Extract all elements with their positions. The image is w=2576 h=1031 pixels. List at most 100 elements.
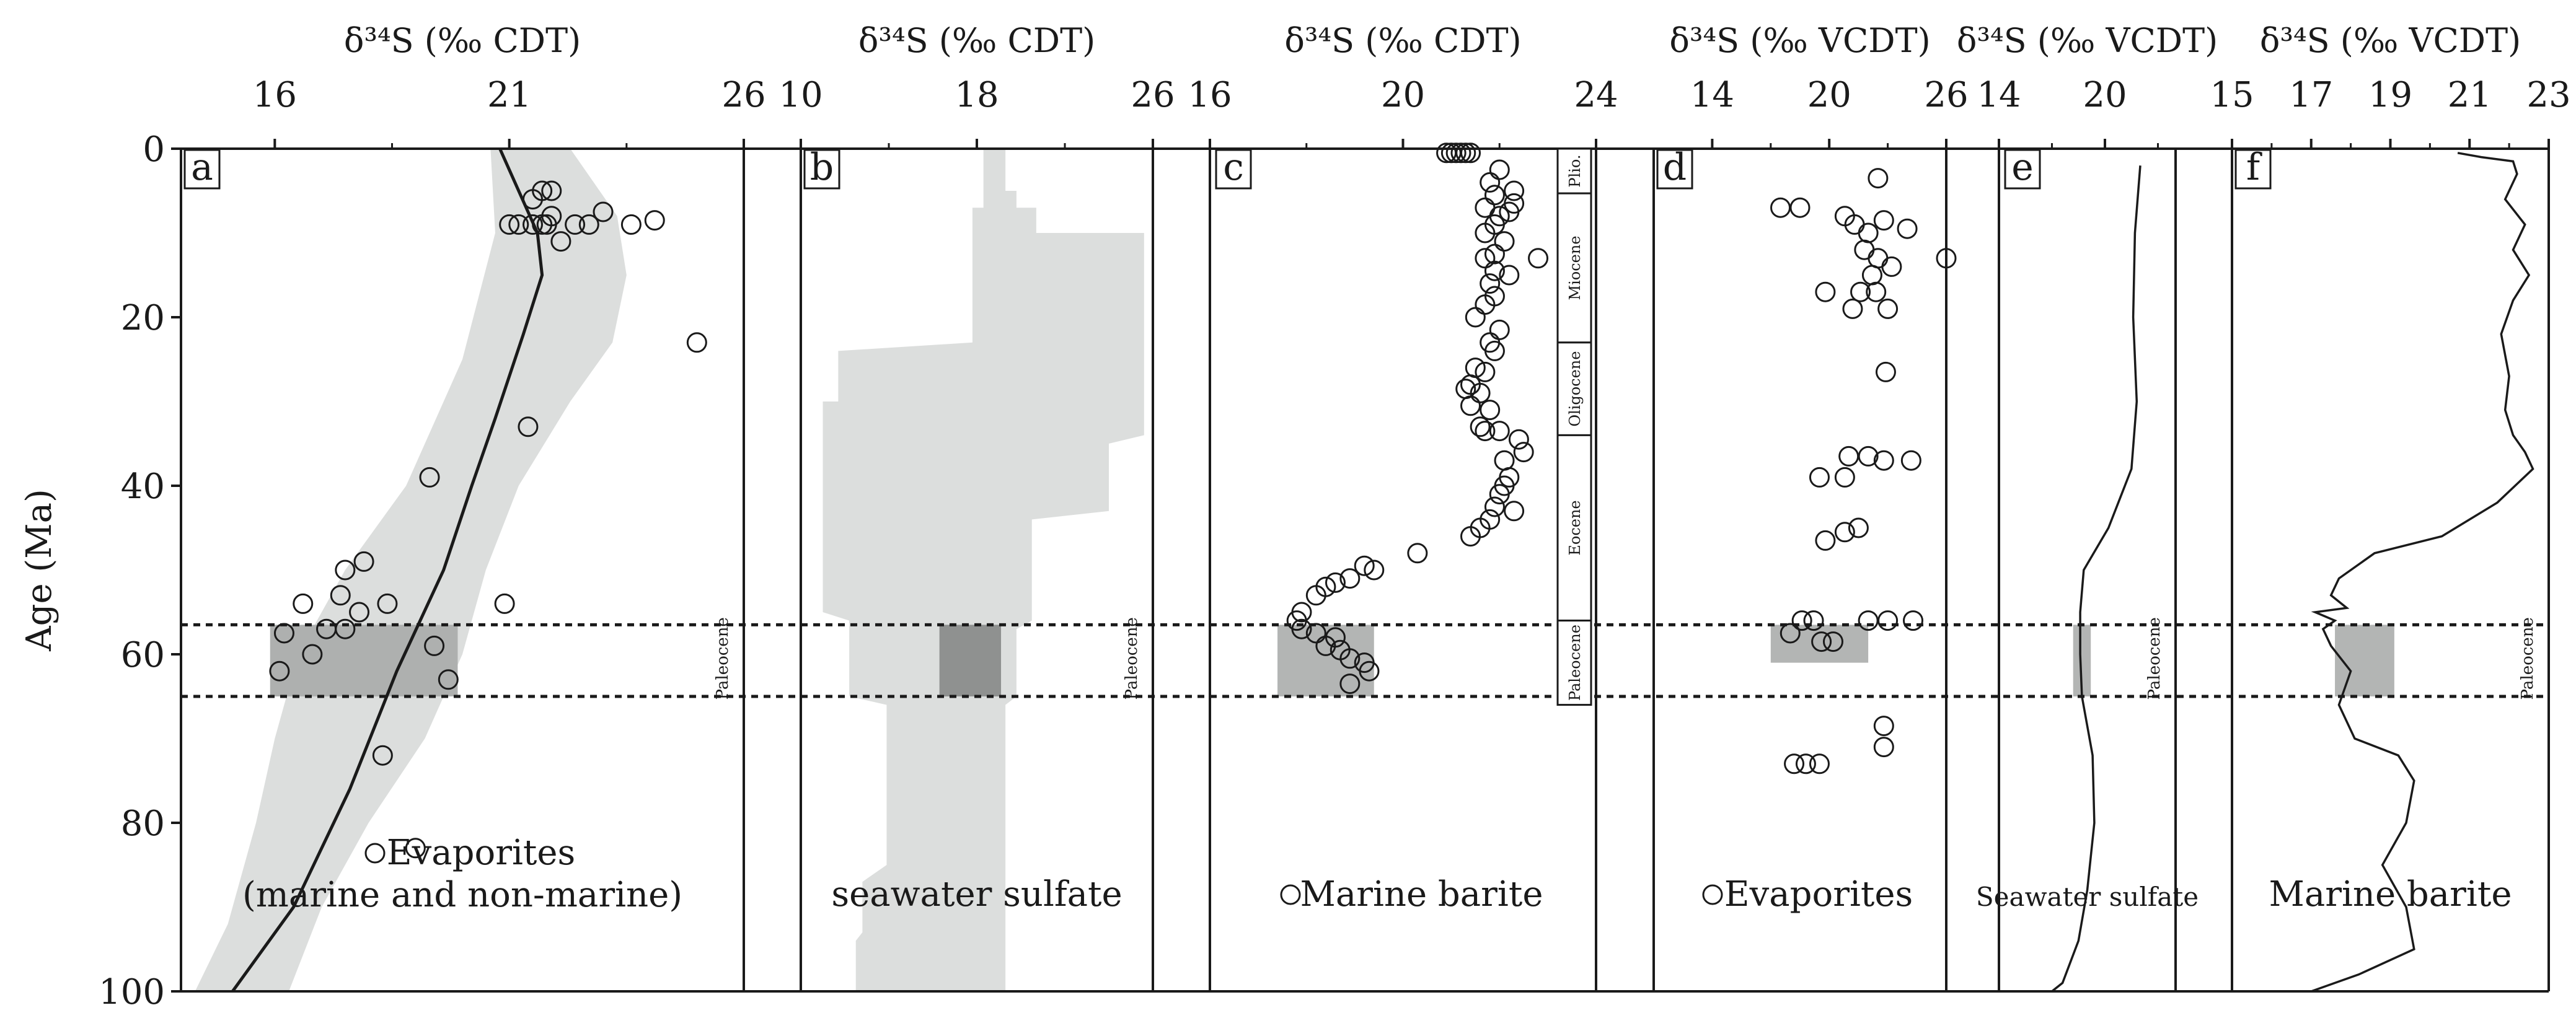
data-point xyxy=(1850,281,1871,302)
data-point xyxy=(1450,143,1471,164)
data-point xyxy=(1460,143,1481,164)
data-point xyxy=(1339,673,1361,695)
data-point xyxy=(1877,298,1899,319)
data-point xyxy=(1809,467,1830,488)
data-point xyxy=(578,214,599,235)
data-point xyxy=(335,618,356,639)
caption-marker-icon xyxy=(1702,884,1723,905)
data-point xyxy=(1834,522,1855,543)
data-point xyxy=(518,416,539,437)
figure-root: 0 20 40 60 80 100 16 21 26 δ³⁴S (‰ CDT) a Evaporite… xyxy=(99,21,2571,1012)
x-tick-label: 21 xyxy=(487,75,531,115)
data-point xyxy=(1499,265,1520,286)
data-point xyxy=(494,593,515,614)
data-point xyxy=(1873,450,1894,471)
epoch-label: Miocene xyxy=(1566,235,1584,300)
panel-header: δ³⁴S (‰ VCDT) xyxy=(2260,21,2521,60)
data-point xyxy=(550,231,571,252)
series-line xyxy=(2311,152,2534,993)
data-point xyxy=(1504,501,1525,522)
epoch-label: Plio. xyxy=(1566,154,1584,187)
data-point xyxy=(1897,218,1918,239)
data-point xyxy=(1834,467,1855,488)
x-tick-label: 21 xyxy=(2448,75,2492,115)
data-point xyxy=(1875,361,1896,382)
data-point xyxy=(1900,450,1921,471)
data-point xyxy=(372,745,393,766)
side-label-paleocene: Paleocene xyxy=(713,617,732,700)
data-point xyxy=(1861,265,1882,286)
data-point xyxy=(1484,340,1505,361)
panel-letter: d xyxy=(1663,146,1687,189)
x-tick-label: 16 xyxy=(253,75,297,115)
epoch-label: Oligocene xyxy=(1566,351,1584,427)
data-point xyxy=(1858,222,1879,243)
panel-caption: Marine barite xyxy=(1300,874,1543,915)
data-point xyxy=(419,467,440,488)
data-point xyxy=(1475,361,1496,382)
highlight-box xyxy=(270,625,458,696)
highlight-box xyxy=(1770,625,1869,663)
panel-letter: a xyxy=(191,146,213,189)
data-point xyxy=(1809,753,1830,774)
x-tick-label: 16 xyxy=(1188,75,1232,115)
data-point xyxy=(330,585,351,606)
x-tick-label: 18 xyxy=(955,75,999,115)
epoch-label: Eocene xyxy=(1566,500,1584,555)
data-point xyxy=(1484,243,1505,265)
data-point xyxy=(349,602,370,623)
data-point xyxy=(1784,753,1805,774)
highlight-layer xyxy=(270,625,2394,696)
side-label-paleocene: Paleocene xyxy=(1123,617,1141,700)
data-point xyxy=(1489,159,1510,180)
data-point xyxy=(1460,395,1481,416)
x-tick-label: 17 xyxy=(2289,75,2333,115)
data-point xyxy=(1789,197,1811,218)
data-point xyxy=(1339,648,1361,669)
data-point xyxy=(1475,222,1496,243)
fill-layer xyxy=(195,149,1144,991)
data-point xyxy=(1291,618,1312,639)
data-point xyxy=(1866,281,1887,302)
epoch-box xyxy=(1556,620,1592,706)
epoch-box xyxy=(1556,147,1592,195)
panel-caption: Seawater sulfate xyxy=(1976,882,2199,912)
panel-header: δ³⁴S (‰ CDT) xyxy=(1284,21,1521,60)
data-point xyxy=(1868,168,1889,189)
data-point xyxy=(424,635,445,656)
y-tick-label: 80 xyxy=(121,804,165,844)
data-point xyxy=(1903,610,1924,631)
x-tick-label: 26 xyxy=(1131,75,1175,115)
data-point xyxy=(269,660,290,682)
data-point xyxy=(541,180,562,201)
epoch-box xyxy=(1556,341,1592,436)
data-point xyxy=(1475,421,1496,442)
epoch-box xyxy=(1556,192,1592,344)
data-point xyxy=(1445,143,1467,164)
data-point xyxy=(1842,298,1863,319)
data-point xyxy=(1460,526,1481,547)
panel-header: δ³⁴S (‰ CDT) xyxy=(344,21,581,60)
data-point xyxy=(1489,421,1510,442)
data-point xyxy=(1354,555,1375,576)
data-point xyxy=(377,593,398,614)
data-point xyxy=(644,210,665,231)
panel-header: δ³⁴S (‰ CDT) xyxy=(858,21,1095,60)
data-point xyxy=(353,551,374,572)
data-point xyxy=(1359,660,1380,682)
data-point xyxy=(686,332,707,353)
envelope-area xyxy=(823,149,1144,991)
y-tick-label: 20 xyxy=(121,298,165,338)
data-point xyxy=(405,838,426,859)
data-point xyxy=(1470,416,1491,437)
x-tick-label: 20 xyxy=(1381,75,1425,115)
data-point xyxy=(1494,231,1515,252)
x-tick-label: 20 xyxy=(1807,75,1851,115)
data-point xyxy=(508,214,529,235)
panel-caption: Marine barite xyxy=(2269,874,2512,915)
data-point xyxy=(565,214,586,235)
panel-letter-box xyxy=(1215,149,1252,190)
data-point xyxy=(1848,517,1869,538)
panel-caption: (marine and non-marine) xyxy=(242,875,682,915)
data-point xyxy=(335,559,356,581)
